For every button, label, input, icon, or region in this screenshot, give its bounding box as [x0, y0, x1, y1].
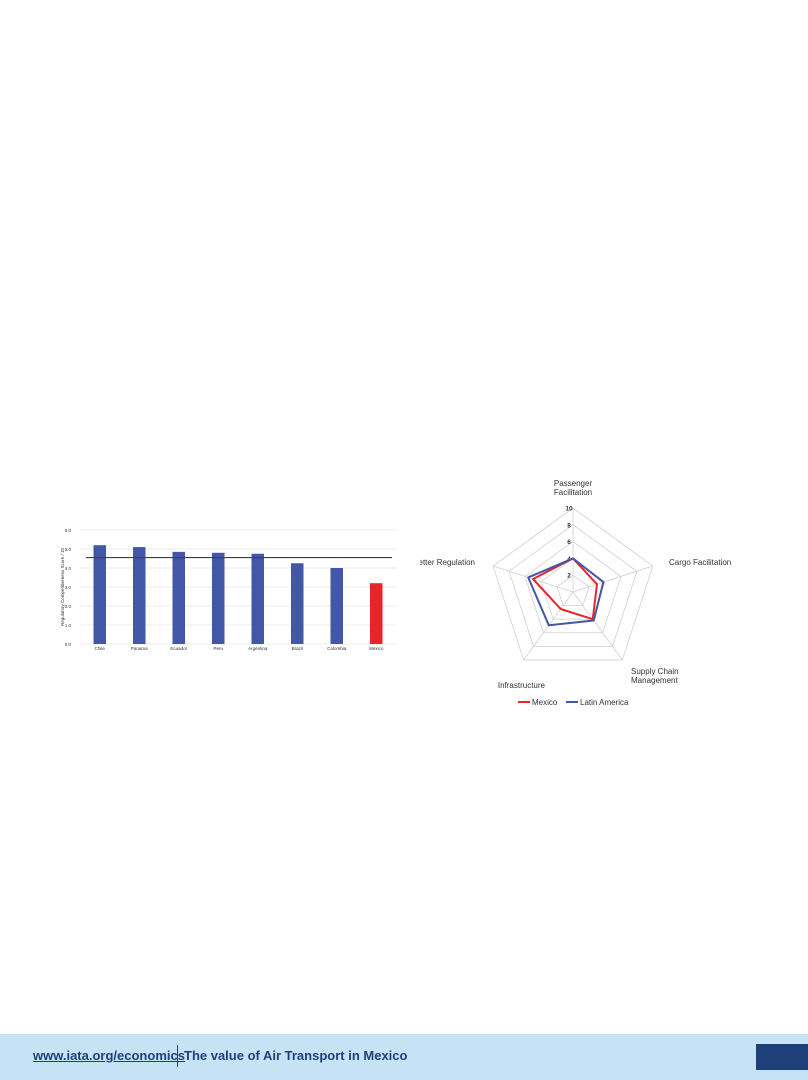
- radar-ring: [540, 557, 606, 620]
- bar-colombia: [330, 568, 343, 644]
- radar-ring: [492, 507, 654, 661]
- radar-ring: [524, 541, 622, 634]
- legend-label: Mexico: [532, 698, 558, 706]
- radar-tick-label: 8: [567, 522, 571, 529]
- bar-peru: [212, 552, 225, 644]
- radar-axis-label: Cargo Facilitation: [669, 558, 731, 567]
- page-number-block: [756, 1044, 808, 1070]
- bar-chile: [93, 545, 106, 644]
- radar-ring: [556, 574, 590, 606]
- bar-panama: [133, 547, 146, 644]
- y-tick-label: 2.0: [65, 604, 72, 609]
- y-tick-label: 4.0: [65, 566, 72, 571]
- footer-separator: [177, 1045, 178, 1067]
- x-tick-label: Panama: [131, 646, 148, 651]
- radar-axis-label: Facilitation: [554, 488, 592, 497]
- radar-axis-label: Supply Chain: [631, 667, 679, 676]
- legend-label: Latin America: [580, 698, 629, 706]
- radar-axis-label: Infrastructure: [498, 681, 546, 690]
- x-tick-label: Peru: [213, 646, 223, 651]
- footer-link[interactable]: www.iata.org/economics: [33, 1048, 185, 1063]
- footer-title: The value of Air Transport in Mexico: [184, 1048, 408, 1063]
- y-tick-label: 3.0: [65, 585, 72, 590]
- y-axis-label: Regulatory Competitiveness Score / 10: [60, 547, 65, 626]
- radar-axis-label: Better Regulation: [420, 558, 475, 567]
- bar-argentina: [251, 553, 264, 644]
- bar-mexico: [370, 583, 383, 644]
- x-tick-label: Argentina: [248, 646, 268, 651]
- radar-tick-label: 6: [567, 539, 571, 546]
- y-tick-label: 0.0: [65, 642, 72, 647]
- bar-chart: 0.0 1.0 2.0 3.0 4.0 5.0 6.0 Regulatory Competit…: [60, 528, 396, 651]
- x-tick-label: Chile: [95, 646, 106, 651]
- y-tick-label: 1.0: [65, 623, 72, 628]
- series-mexico: [532, 557, 598, 621]
- bar-ecuador: [172, 551, 185, 644]
- footer: www.iata.org/economics The value of Air …: [0, 1034, 808, 1080]
- x-tick-label: Brazil: [292, 646, 303, 651]
- x-tick-label: Mexico: [369, 646, 384, 651]
- x-tick-label: Ecuador: [170, 646, 187, 651]
- radar-tick-label: 10: [565, 506, 573, 513]
- radar-axis-label: Passenger: [554, 479, 593, 488]
- radar-axis-label: Management: [631, 676, 678, 685]
- y-tick-label: 5.0: [65, 547, 72, 552]
- radar-spoke: [572, 591, 623, 661]
- radar-spoke: [572, 565, 654, 593]
- y-tick-label: 6.0: [65, 528, 72, 533]
- radar-ring: [508, 524, 638, 647]
- x-tick-label: Colombia: [327, 646, 347, 651]
- radar-tick-label: 2: [567, 573, 571, 580]
- series-latin-america: [527, 557, 605, 627]
- bar-brazil: [291, 563, 304, 644]
